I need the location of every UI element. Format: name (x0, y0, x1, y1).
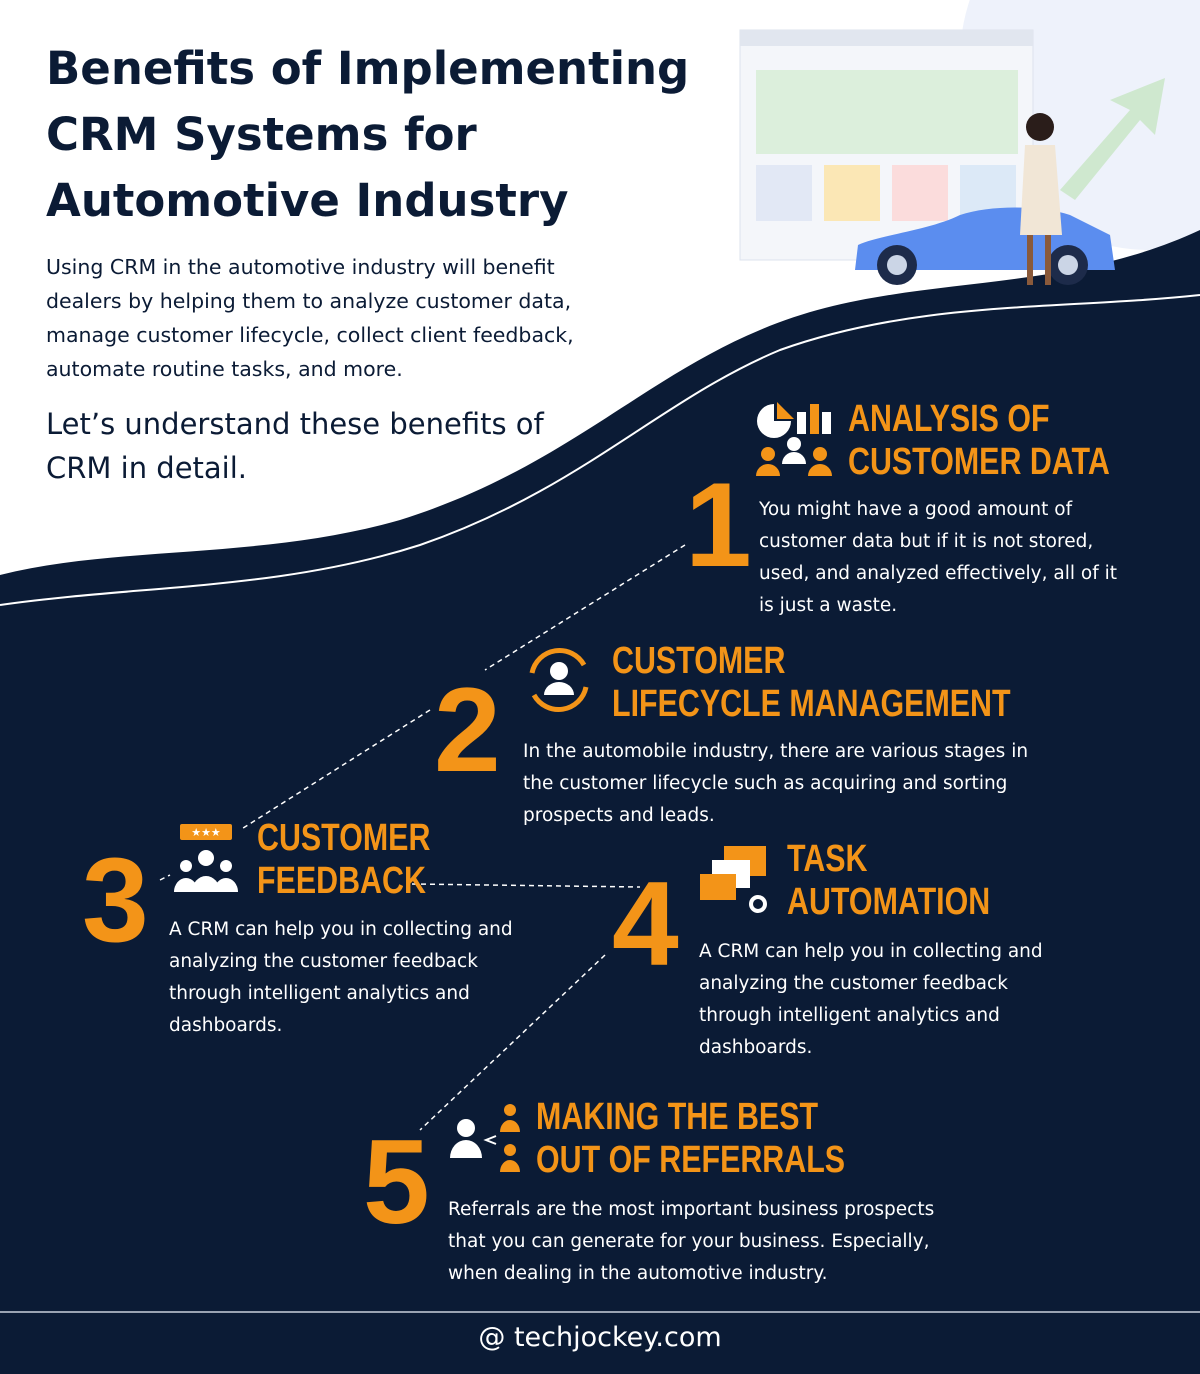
dashboard-illustration (739, 29, 1165, 261)
benefit-text: In the automobile industry, there are va… (523, 741, 1029, 826)
connector-dashes (159, 544, 686, 1131)
automation-windows-icon (700, 846, 770, 920)
benefit-number: 5 (363, 1115, 430, 1249)
footer: @ techjockey.com (0, 1322, 1200, 1353)
customer-cycle-icon (522, 643, 596, 721)
benefit-heading: ANALYSIS OF CUSTOMER DATA (848, 398, 1110, 483)
benefit-heading: MAKING THE BEST OUT OF REFERRALS (536, 1096, 846, 1181)
benefit-text: Referrals are the most important busines… (448, 1199, 935, 1284)
woman-illustration (1020, 113, 1062, 285)
feedback-group-icon: ★★★ (172, 824, 240, 898)
svg-text:★★★: ★★★ (191, 826, 221, 839)
lets-understand-text: Let’s understand these benefits of CRM i… (46, 407, 544, 485)
intro-text: Using CRM in the automotive industry wil… (46, 255, 574, 381)
benefit-number: 1 (685, 458, 752, 592)
benefit-number: 3 (82, 833, 149, 967)
benefit-number: 2 (434, 663, 501, 797)
benefit-text: A CRM can help you in collecting and ana… (169, 919, 513, 1036)
page-title: Benefits of Implementing CRM Systems for… (46, 42, 690, 227)
benefit-text: You might have a good amount of customer… (759, 499, 1117, 616)
analytics-people-icon (756, 402, 832, 482)
benefit-text: A CRM can help you in collecting and ana… (699, 941, 1043, 1058)
benefit-heading: TASK AUTOMATION (787, 838, 991, 923)
benefit-heading: CUSTOMER FEEDBACK (257, 817, 431, 902)
benefit-number: 4 (612, 857, 679, 991)
referral-people-icon (448, 1102, 522, 1180)
footer-divider (0, 1311, 1200, 1313)
benefit-heading: CUSTOMER LIFECYCLE MANAGEMENT (612, 640, 1011, 725)
at-icon: @ (478, 1322, 506, 1353)
website-link[interactable]: techjockey.com (513, 1322, 722, 1353)
